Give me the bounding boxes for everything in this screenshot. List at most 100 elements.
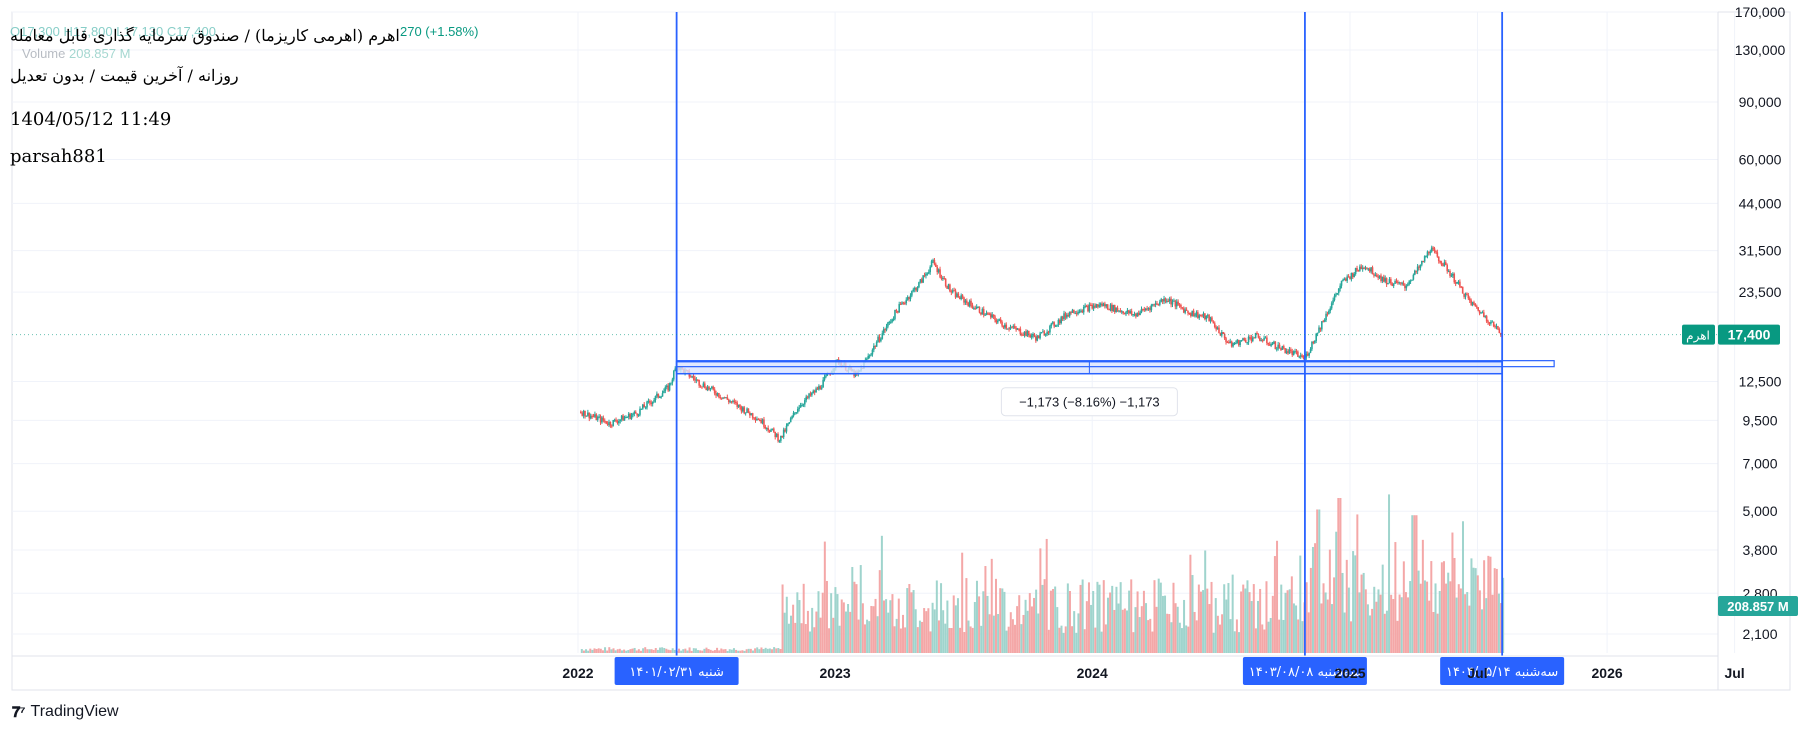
candle-body <box>1143 309 1146 311</box>
candle-body <box>1374 274 1377 276</box>
volume-bar <box>910 592 913 653</box>
candle-body <box>1161 299 1164 302</box>
volume-bar <box>591 649 594 653</box>
candle-body <box>1206 315 1209 317</box>
volume-bar <box>825 580 828 653</box>
candle-body <box>591 415 593 417</box>
candle-body <box>887 322 889 327</box>
volume-legend-value: 208.857 M <box>69 46 131 61</box>
candle-body <box>939 269 941 278</box>
volume-bar <box>618 648 621 653</box>
volume-bar <box>779 648 782 653</box>
volume-bar <box>711 650 714 653</box>
ohlc-readout: O17,300 H17,800 L17,130 C17,400 <box>10 24 217 39</box>
volume-bar <box>1434 583 1437 653</box>
candle-body <box>660 396 662 398</box>
volume-bar <box>1240 591 1243 653</box>
candle-body <box>1490 322 1492 324</box>
volume-bar <box>1109 592 1112 653</box>
candle-body <box>1159 301 1161 305</box>
volume-bar <box>959 627 962 653</box>
volume-bar <box>625 650 628 653</box>
candle-body <box>871 349 874 355</box>
volume-bar <box>1278 619 1281 653</box>
volume-bar <box>1121 609 1124 653</box>
candle-body <box>694 378 696 381</box>
volume-bar <box>1360 574 1363 653</box>
volume-bar <box>1189 554 1192 653</box>
candle-body <box>933 259 936 265</box>
volume-bar <box>1307 612 1310 653</box>
candle-body <box>1111 304 1113 311</box>
candle-body <box>998 319 1001 321</box>
volume-bar <box>906 588 909 653</box>
volume-bar <box>874 598 877 653</box>
candle-body <box>1037 335 1040 339</box>
candle-body <box>587 412 589 416</box>
candle-body <box>1025 331 1027 336</box>
author-name: parsah881 <box>10 146 107 167</box>
candle-body <box>1225 338 1227 342</box>
date-badge-bg <box>614 657 739 685</box>
y-tick-label: 130,000 <box>1735 42 1786 58</box>
chart-frame <box>11 11 1791 691</box>
volume-bar <box>1092 591 1095 653</box>
candle-body <box>1139 312 1141 316</box>
volume-bar <box>1337 498 1340 653</box>
candle-body <box>1418 266 1420 268</box>
candle-body <box>891 319 893 322</box>
candle-body <box>997 320 999 323</box>
volume-bar <box>754 648 757 653</box>
candle-body <box>1491 321 1494 323</box>
volume-bar <box>1155 606 1158 653</box>
axes: 170,000 130,000 90,000 60,000 44,000 31,500 23… <box>12 4 1798 690</box>
volume-bar <box>1290 576 1293 653</box>
candle-body <box>770 429 772 432</box>
volume-bar <box>916 627 919 653</box>
volume-bar <box>899 628 902 653</box>
candle-body <box>1452 273 1454 276</box>
candle-body <box>1298 356 1301 358</box>
candle-body <box>1330 303 1333 309</box>
volume-bar <box>1014 624 1017 653</box>
candle-body <box>1467 295 1470 299</box>
candle-body <box>1070 311 1072 313</box>
candle-body <box>799 405 802 408</box>
y-tick-label: 7,000 <box>1742 456 1777 472</box>
candle-body <box>670 382 672 384</box>
volume-bar <box>1461 521 1464 653</box>
volume-bar <box>1472 567 1475 653</box>
volume-bar <box>1001 588 1004 653</box>
candle-body <box>1356 268 1358 271</box>
volume-bar <box>1381 564 1384 653</box>
volume-bar <box>952 595 955 653</box>
timeframe-line: روزانه / آخرین قیمت / بدون تعدیل <box>10 66 239 85</box>
candle-body <box>1398 282 1401 284</box>
volume-bar <box>1199 591 1202 653</box>
candle-body <box>1009 327 1012 330</box>
volume-bar <box>1428 600 1431 653</box>
candle-body <box>1244 339 1247 343</box>
candle-body <box>1480 312 1482 314</box>
drawings: −1,173 (−8.16%) −1,173 شنبه ۱۴۰۱/۰۲/۳۱ سه‌… <box>614 12 1565 685</box>
volume-bar <box>1288 589 1291 653</box>
tradingview-logo[interactable]: 𝟕⁷ TradingView <box>12 703 119 721</box>
candle-body <box>992 314 995 317</box>
volume-bar <box>1081 579 1084 653</box>
candle-body <box>1468 298 1471 301</box>
candle-body <box>1463 293 1465 297</box>
chart-grid <box>11 11 1791 691</box>
volume-bar <box>1474 568 1477 653</box>
volume-bar <box>950 628 953 653</box>
candle-body <box>1156 303 1158 305</box>
volume-bar <box>1024 599 1027 653</box>
volume-bar <box>1193 611 1196 653</box>
candle-body <box>1168 298 1171 302</box>
candle-body <box>618 420 620 424</box>
candle-body <box>1340 280 1343 286</box>
candle-body <box>1077 311 1079 314</box>
volume-bar <box>1423 580 1426 653</box>
volume-bar <box>684 648 687 653</box>
last-price-badge: اهرم 17,400 <box>1682 324 1780 345</box>
